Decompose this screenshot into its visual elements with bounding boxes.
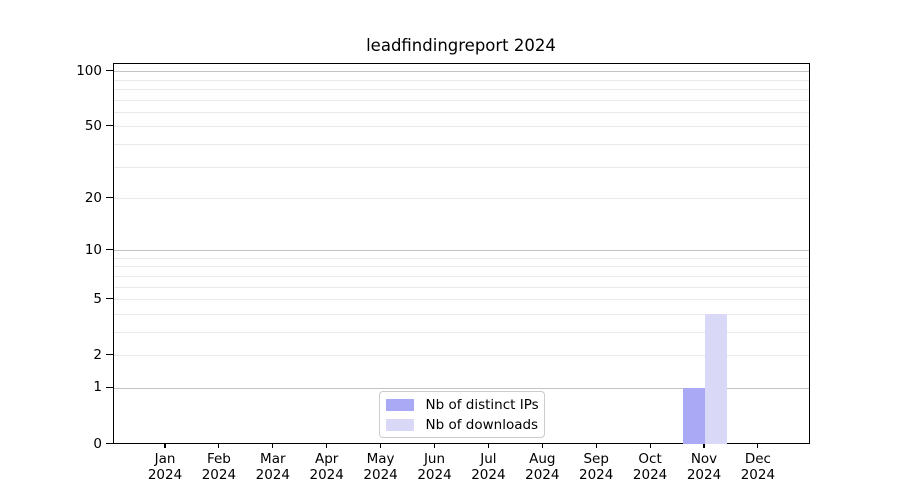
x-tick-month: Mar — [260, 451, 286, 467]
legend-entry-distinct-ips: Nb of distinct IPs — [385, 396, 544, 413]
x-tick-label-feb: Feb 2024 — [187, 451, 251, 483]
gridline-minor-20 — [113, 198, 809, 200]
y-tick-label-2: 2 — [93, 346, 102, 363]
gridline-minor-3 — [113, 331, 809, 333]
x-tick-month: Nov — [690, 451, 718, 467]
x-tick-year: 2024 — [471, 466, 506, 483]
x-tick-mark-aug — [541, 443, 543, 448]
gridline-minor-60 — [113, 111, 809, 113]
gridline-major-1 — [113, 387, 809, 389]
x-tick-month: Oct — [638, 451, 662, 467]
x-tick-label-aug: Aug 2024 — [510, 451, 574, 483]
y-tick-mark-5 — [105, 298, 113, 300]
x-tick-month: Dec — [744, 451, 771, 467]
x-tick-year: 2024 — [740, 466, 776, 483]
gridline-minor-8 — [113, 266, 809, 268]
y-tick-label-10: 10 — [84, 241, 102, 258]
y-tick-label-50: 50 — [84, 117, 102, 134]
gridline-major-10 — [113, 250, 809, 252]
x-tick-mark-jan — [164, 443, 166, 448]
x-tick-mark-apr — [326, 443, 328, 448]
x-tick-month: Feb — [206, 451, 231, 467]
x-tick-label-oct: Oct 2024 — [618, 451, 682, 483]
chart-title: leadfindingreport 2024 — [366, 36, 556, 55]
y-tick-mark-1 — [105, 386, 113, 389]
x-tick-month: Apr — [315, 451, 339, 467]
x-tick-label-jan: Jan 2024 — [133, 451, 197, 483]
x-tick-year: 2024 — [255, 466, 290, 483]
y-tick-mark-0 — [105, 442, 113, 445]
y-tick-label-0: 0 — [93, 435, 102, 452]
legend: Nb of distinct IPs Nb of downloads — [378, 391, 545, 438]
y-tick-label-20: 20 — [84, 189, 102, 206]
x-tick-year: 2024 — [363, 466, 398, 483]
x-tick-year: 2024 — [201, 466, 237, 483]
x-tick-year: 2024 — [686, 466, 722, 483]
gridline-major-100 — [113, 71, 809, 73]
x-tick-label-apr: Apr 2024 — [295, 451, 359, 483]
x-tick-year: 2024 — [309, 466, 344, 483]
x-tick-month: Jan — [154, 451, 176, 467]
y-tick-label-100: 100 — [76, 62, 102, 79]
gridline-minor-9 — [113, 257, 809, 259]
x-tick-label-jul: Jul 2024 — [456, 451, 520, 483]
x-tick-mark-dec — [757, 443, 759, 448]
gridline-minor-50 — [113, 126, 809, 128]
x-tick-month: Jun — [423, 451, 446, 467]
x-tick-year: 2024 — [147, 466, 183, 483]
x-tick-year: 2024 — [417, 466, 452, 483]
gridline-minor-5 — [113, 299, 809, 301]
y-tick-mark-10 — [105, 249, 113, 251]
legend-entry-downloads: Nb of downloads — [385, 416, 544, 433]
legend-swatch-downloads-icon — [385, 418, 414, 431]
x-tick-label-jun: Jun 2024 — [403, 451, 467, 483]
bar-nov-nb-of-distinct-ips — [683, 388, 705, 445]
gridline-minor-4 — [113, 313, 809, 315]
bar-nov-nb-of-downloads — [705, 314, 727, 445]
plot-area — [112, 63, 810, 445]
legend-label-downloads: Nb of downloads — [425, 416, 539, 433]
x-tick-month: Sep — [583, 451, 609, 467]
x-tick-year: 2024 — [525, 466, 560, 483]
gridline-minor-90 — [113, 79, 809, 81]
y-tick-label-5: 5 — [93, 290, 102, 307]
x-tick-label-mar: Mar 2024 — [241, 451, 305, 483]
x-tick-mark-nov — [703, 443, 705, 448]
gridline-minor-70 — [113, 99, 809, 101]
legend-label-distinct-ips: Nb of distinct IPs — [425, 396, 539, 413]
gridline-minor-80 — [113, 88, 809, 90]
gridline-minor-2 — [113, 355, 809, 357]
x-tick-label-nov: Nov 2024 — [672, 451, 736, 483]
x-tick-mark-sep — [595, 443, 597, 448]
x-tick-mark-feb — [218, 443, 220, 448]
gridline-minor-6 — [113, 286, 809, 288]
x-tick-month: Aug — [529, 451, 556, 467]
y-tick-mark-50 — [105, 125, 113, 127]
x-tick-month: May — [366, 451, 395, 467]
x-tick-year: 2024 — [579, 466, 614, 483]
x-tick-month: Jul — [480, 451, 497, 467]
x-tick-label-may: May 2024 — [349, 451, 413, 483]
y-tick-mark-2 — [105, 354, 113, 356]
y-tick-label-1: 1 — [93, 379, 102, 396]
x-tick-mark-jul — [487, 443, 489, 448]
x-tick-mark-mar — [272, 443, 274, 448]
x-tick-mark-may — [380, 443, 382, 448]
y-tick-mark-20 — [105, 196, 113, 199]
gridline-minor-40 — [113, 143, 809, 145]
x-tick-label-dec: Dec 2024 — [726, 451, 790, 483]
legend-swatch-distinct-ips-icon — [385, 398, 414, 411]
y-tick-mark-100 — [105, 70, 113, 72]
x-tick-label-sep: Sep 2024 — [564, 451, 628, 483]
x-tick-year: 2024 — [632, 466, 668, 483]
x-tick-mark-jun — [433, 443, 436, 448]
x-tick-mark-oct — [649, 443, 651, 448]
gridline-minor-7 — [113, 275, 809, 277]
gridline-minor-30 — [113, 166, 809, 168]
